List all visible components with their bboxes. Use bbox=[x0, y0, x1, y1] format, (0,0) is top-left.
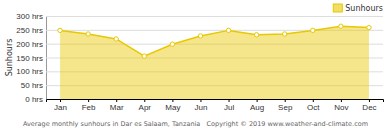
x-tick: Jun bbox=[195, 99, 208, 112]
y-tick-label: 200 hrs bbox=[16, 40, 43, 49]
x-tick: Nov bbox=[334, 99, 348, 112]
marker bbox=[339, 24, 343, 28]
x-tick-label: May bbox=[165, 103, 180, 112]
x-tick-label: Aug bbox=[250, 103, 264, 112]
x-tick-label: Mar bbox=[110, 103, 124, 112]
x-tick-mark bbox=[116, 99, 117, 102]
x-tick: Sep bbox=[278, 99, 293, 112]
y-axis-line bbox=[47, 17, 384, 100]
line bbox=[60, 26, 369, 56]
marker bbox=[254, 33, 258, 37]
marker bbox=[283, 32, 287, 36]
marker bbox=[311, 28, 315, 32]
x-tick-mark bbox=[200, 99, 201, 102]
x-tick: Feb bbox=[82, 99, 96, 112]
y-tick-label: 0 hrs bbox=[25, 95, 43, 104]
x-tick-label: Jan bbox=[54, 103, 67, 112]
legend: Sunhours bbox=[333, 4, 383, 13]
x-tick-label: Jul bbox=[224, 103, 234, 112]
x-tick-label: Jun bbox=[195, 103, 208, 112]
y-tick-label: 150 hrs bbox=[16, 54, 43, 63]
x-tick-mark bbox=[285, 99, 286, 102]
x-tick-mark bbox=[341, 99, 342, 102]
x-tick-label: Nov bbox=[334, 103, 348, 112]
legend-item: Sunhours bbox=[333, 4, 383, 13]
marker bbox=[226, 28, 230, 32]
x-tick-label: Apr bbox=[139, 103, 152, 112]
x-tick: May bbox=[165, 99, 180, 112]
x-tick-label: Dec bbox=[362, 103, 376, 112]
x-axis-line bbox=[47, 100, 384, 103]
x-axis: Jan Feb Mar Apr May Jun Jul Aug Sep Oct Nov Dec bbox=[47, 99, 384, 112]
x-tick-label: Oct bbox=[307, 103, 320, 112]
marker bbox=[367, 25, 371, 29]
grid-line bbox=[46, 16, 383, 17]
chart-container: 0 hrs 50 hrs 100 hrs 150 hrs 200 hrs 250 hrs 3… bbox=[0, 0, 391, 129]
x-tick-mark bbox=[257, 99, 258, 102]
x-tick-mark bbox=[369, 99, 370, 102]
marker bbox=[142, 54, 146, 58]
plot-area: 0 hrs 50 hrs 100 hrs 150 hrs 200 hrs 250 hrs 3… bbox=[16, 12, 383, 112]
y-tick-label: 100 hrs bbox=[16, 67, 43, 76]
y-tick-label: 300 hrs bbox=[16, 12, 43, 21]
x-tick-mark bbox=[60, 99, 61, 102]
y-axis-title: Sunhours bbox=[5, 39, 14, 77]
x-tick: Aug bbox=[250, 99, 264, 112]
caption: Average monthly sunhours in Dar es Salaa… bbox=[23, 120, 368, 128]
x-tick: Jan bbox=[54, 99, 67, 112]
x-tick: Mar bbox=[110, 99, 124, 112]
marker bbox=[170, 42, 174, 46]
y-axis: 0 hrs 50 hrs 100 hrs 150 hrs 200 hrs 250 hrs 3… bbox=[16, 12, 383, 104]
x-tick-mark bbox=[229, 99, 230, 102]
x-tick: Apr bbox=[139, 99, 152, 112]
x-tick-mark bbox=[172, 99, 173, 102]
y-tick: 300 hrs bbox=[16, 12, 383, 21]
chart-svg: 0 hrs 50 hrs 100 hrs 150 hrs 200 hrs 250 hrs 3… bbox=[0, 0, 391, 129]
x-tick-mark bbox=[88, 99, 89, 102]
marker bbox=[114, 37, 118, 41]
x-tick-mark bbox=[313, 99, 314, 102]
marker bbox=[86, 32, 90, 36]
x-tick-label: Feb bbox=[82, 103, 96, 112]
x-tick: Oct bbox=[307, 99, 320, 112]
y-tick-label: 50 hrs bbox=[21, 81, 43, 90]
y-tick-label: 250 hrs bbox=[16, 26, 43, 35]
x-tick: Dec bbox=[362, 99, 376, 112]
x-tick-label: Sep bbox=[278, 103, 293, 112]
x-tick: Jul bbox=[224, 99, 234, 112]
marks bbox=[58, 24, 371, 99]
area bbox=[60, 26, 369, 99]
legend-label: Sunhours bbox=[345, 4, 383, 13]
marker bbox=[58, 28, 62, 32]
legend-swatch bbox=[333, 4, 342, 12]
marker bbox=[198, 34, 202, 38]
x-tick-mark bbox=[144, 99, 145, 102]
